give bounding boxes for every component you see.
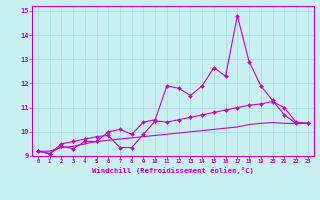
X-axis label: Windchill (Refroidissement éolien,°C): Windchill (Refroidissement éolien,°C) bbox=[92, 167, 254, 174]
